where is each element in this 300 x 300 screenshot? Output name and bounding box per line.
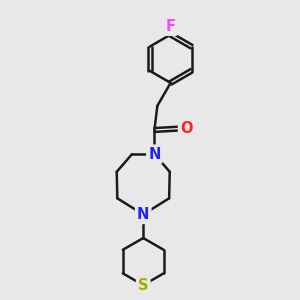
Text: S: S (138, 278, 148, 293)
Text: N: N (137, 207, 149, 222)
Text: N: N (148, 147, 160, 162)
Text: O: O (180, 121, 193, 136)
Text: F: F (166, 19, 176, 34)
